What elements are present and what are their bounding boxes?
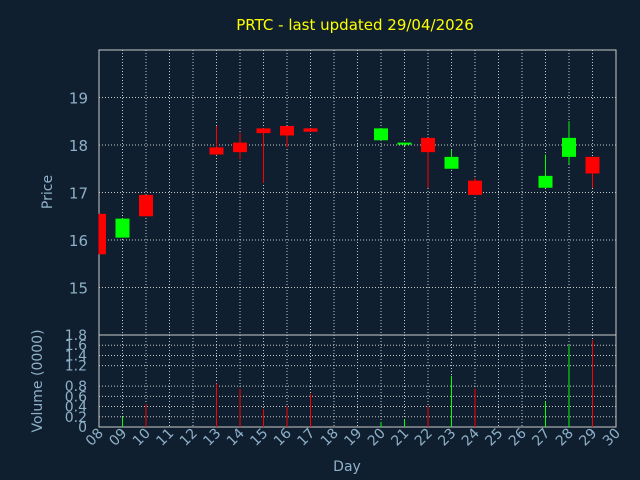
x-tick-label: 13 <box>200 426 224 450</box>
x-tick-label: 19 <box>341 426 365 450</box>
candle-body <box>562 137 576 157</box>
candle-body <box>209 147 224 155</box>
candle-body <box>444 156 459 169</box>
candle-body <box>468 180 482 195</box>
candle-body <box>397 142 412 145</box>
volume-panel: 08 09 10 11 12 13 14 15 16 17 18 19 20 21 22 23 24 25 26 27… <box>65 328 624 449</box>
x-tick-label: 17 <box>294 426 318 450</box>
price-axis-label: Price <box>40 175 56 209</box>
candle-body <box>99 213 106 255</box>
x-tick-label: 28 <box>553 426 577 450</box>
candle-body <box>280 126 294 136</box>
x-tick-label: 22 <box>412 426 436 450</box>
volume-tick-label: 0.8 <box>65 379 87 395</box>
x-tick-label: 26 <box>506 425 530 449</box>
candle-body <box>421 137 435 153</box>
volume-tick-label: 1.8 <box>65 328 87 344</box>
price-tick-label: 16 <box>69 232 88 250</box>
candle-body <box>139 194 153 217</box>
chart-title: PRTC - last updated 29/04/2026 <box>236 16 474 34</box>
x-tick-label: 23 <box>435 426 459 450</box>
candle-body <box>256 128 271 134</box>
x-tick-label: 10 <box>130 426 154 450</box>
x-tick-label: 24 <box>459 425 483 449</box>
volume-tick-label: 0.2 <box>65 410 87 426</box>
volume-axis-label: Volume (0000) <box>30 329 46 432</box>
volume-tick-label: 1.2 <box>65 359 87 375</box>
candle-body <box>115 218 130 238</box>
price-panel: 15 16 17 18 19 <box>69 49 617 336</box>
x-tick-label: 16 <box>271 425 295 449</box>
x-tick-label: 27 <box>529 426 553 450</box>
volume-tick-label: 0 <box>78 420 87 436</box>
volume-tick-label: 0.4 <box>65 400 87 416</box>
x-tick-label: 12 <box>177 426 201 450</box>
x-tick-label: 14 <box>224 425 248 449</box>
volume-tick-label: 1.6 <box>65 338 87 354</box>
price-tick-label: 19 <box>69 90 88 108</box>
x-tick-label: 11 <box>153 426 177 450</box>
x-tick-label: 30 <box>600 426 624 450</box>
x-tick-label: 20 <box>365 426 389 450</box>
x-tick-label: 25 <box>482 426 506 450</box>
candle-body <box>233 142 247 153</box>
price-tick-label: 15 <box>69 280 88 298</box>
candle-body <box>303 128 318 132</box>
x-tick-label: 09 <box>106 426 130 450</box>
x-tick-label: 15 <box>247 426 271 450</box>
candle-body <box>585 156 600 174</box>
x-axis-label: Day <box>333 459 361 475</box>
price-tick-label: 17 <box>69 185 88 203</box>
volume-tick-label: 0.6 <box>65 389 87 405</box>
x-tick-label: 18 <box>318 426 342 450</box>
candle-body <box>374 128 388 141</box>
price-tick-label: 18 <box>69 137 88 155</box>
volume-tick-label: 1.4 <box>65 348 87 364</box>
candle-body <box>538 175 553 188</box>
x-tick-label: 29 <box>576 426 600 450</box>
x-tick-label: 21 <box>388 426 412 450</box>
